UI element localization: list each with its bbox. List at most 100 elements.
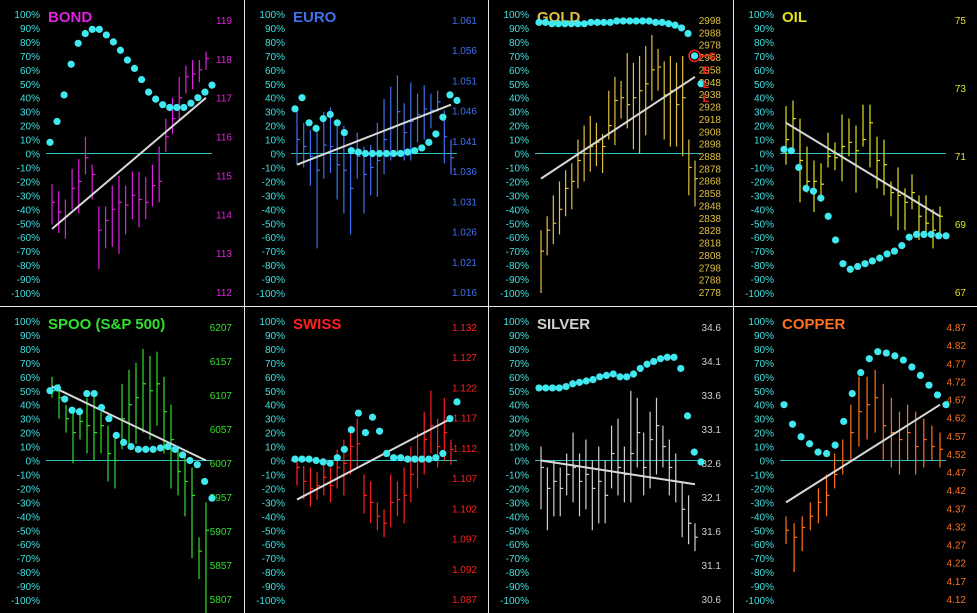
price-tick-label: 6057 <box>210 425 233 436</box>
trend-dot <box>382 149 391 158</box>
trend-dot <box>53 117 61 126</box>
pct-tick-label: -60% <box>17 233 40 244</box>
pct-tick-label: -100% <box>11 289 40 300</box>
pct-tick-label: -10% <box>262 163 285 174</box>
pct-tick-label: 50% <box>509 80 529 91</box>
trend-dot <box>636 364 644 373</box>
pct-tick-label: -100% <box>11 596 40 607</box>
chart-svg: 100% 90% 80% 70% 60% 50% 40% 30% 20% 10% 0% -10% -20… <box>745 9 967 300</box>
trend-dot <box>120 438 128 446</box>
pct-tick-label: 20% <box>20 429 40 440</box>
price-tick-label: 2838 <box>699 214 722 225</box>
trend-dot <box>319 115 327 123</box>
pct-tick-label: 0% <box>760 150 775 161</box>
price-tick-label: 30.6 <box>702 595 722 606</box>
pct-tick-label: -20% <box>506 177 529 188</box>
trend-dot <box>942 401 950 409</box>
pct-tick-label: 100% <box>503 10 529 21</box>
chart-title: SWISS <box>293 316 341 333</box>
trend-dot <box>418 455 426 463</box>
pct-tick-label: 60% <box>509 373 529 384</box>
pct-tick-label: 70% <box>754 52 774 63</box>
trend-dot <box>112 431 120 439</box>
trend-dot <box>166 103 174 112</box>
pct-tick-label: -100% <box>745 289 774 300</box>
chart-title: EURO <box>293 9 337 26</box>
pct-tick-label: 90% <box>20 24 40 35</box>
trend-dot <box>390 149 398 158</box>
panel-divider <box>0 306 977 307</box>
price-tick-label: 4.47 <box>947 468 967 479</box>
trend-dot <box>890 247 899 255</box>
price-tick-label: 1.132 <box>452 323 477 334</box>
trend-dot <box>927 230 935 239</box>
chart-title: SILVER <box>537 316 590 333</box>
pct-tick-label: -90% <box>262 275 285 286</box>
trend-line <box>540 459 696 486</box>
pct-tick-label: -50% <box>262 219 285 230</box>
trend-dot <box>677 24 686 32</box>
trend-line <box>540 75 696 180</box>
price-tick-label: 1.112 <box>453 444 478 455</box>
trend-dot <box>868 257 876 265</box>
price-tick-label: 5957 <box>210 493 233 504</box>
pct-tick-label: 90% <box>754 331 774 342</box>
trend-dot <box>671 21 679 29</box>
trend-dot <box>53 384 61 392</box>
trend-dot <box>425 455 433 463</box>
pct-tick-label: -70% <box>751 247 774 258</box>
trend-dot <box>453 398 461 406</box>
pct-tick-label: 40% <box>20 401 40 412</box>
trend-dot <box>347 426 355 434</box>
trend-dot <box>589 375 597 384</box>
pct-tick-label: -40% <box>262 512 285 523</box>
pct-tick-label: -40% <box>17 512 40 523</box>
trend-line <box>785 403 941 504</box>
price-tick-label: 71 <box>955 152 967 163</box>
price-tick-label: 1.092 <box>452 565 477 576</box>
trend-dot <box>88 25 96 33</box>
pct-tick-label: -90% <box>751 582 774 593</box>
trend-dot <box>857 369 865 377</box>
pct-tick-label: -90% <box>17 275 40 286</box>
price-tick-label: 34.1 <box>702 357 722 368</box>
pct-tick-label: 80% <box>20 38 40 49</box>
pct-tick-label: 20% <box>265 429 285 440</box>
trend-dot <box>340 128 348 137</box>
pct-tick-label: -90% <box>751 275 774 286</box>
pct-tick-label: 40% <box>20 94 40 105</box>
trend-dot <box>882 349 890 357</box>
trend-dot <box>912 230 921 239</box>
pct-tick-label: -40% <box>751 512 774 523</box>
price-tick-label: 2818 <box>699 239 722 250</box>
trend-dot <box>368 413 377 421</box>
chart-svg: 100% 90% 80% 70% 60% 50% 40% 30% 20% 10% 0% -10% -20… <box>11 316 233 613</box>
pct-tick-label: -50% <box>506 219 529 230</box>
price-tick-label: 5907 <box>210 527 233 538</box>
trend-dot <box>555 384 563 392</box>
price-tick-label: 112 <box>216 288 232 299</box>
pct-tick-label: -10% <box>17 470 40 481</box>
pct-tick-label: 10% <box>265 136 285 147</box>
chart-title: COPPER <box>782 316 846 333</box>
trend-line <box>51 385 207 462</box>
pct-tick-label: 0% <box>515 457 530 468</box>
price-tick-label: 113 <box>216 249 232 260</box>
chart-panel-bond: 100% 90% 80% 70% 60% 50% 40% 30% 20% 10% 0% -10% -20… <box>0 0 244 306</box>
trend-dot <box>354 409 362 417</box>
pct-tick-label: 40% <box>265 401 285 412</box>
pct-tick-label: 20% <box>509 122 529 133</box>
trend-dot <box>46 138 54 146</box>
pct-tick-label: 0% <box>271 150 286 161</box>
pct-tick-label: 70% <box>265 359 285 370</box>
price-tick-label: 1.087 <box>452 595 477 606</box>
price-tick-label: 1.127 <box>452 353 477 364</box>
pct-tick-label: 70% <box>20 359 40 370</box>
price-tick-label: 115 <box>216 171 232 182</box>
price-tick-label: 32.1 <box>702 493 722 504</box>
trend-dot <box>149 445 157 453</box>
trend-dot <box>942 232 950 240</box>
pct-tick-label: 10% <box>509 136 529 147</box>
price-tick-label: 1.107 <box>452 474 477 485</box>
trend-dot <box>908 363 916 371</box>
